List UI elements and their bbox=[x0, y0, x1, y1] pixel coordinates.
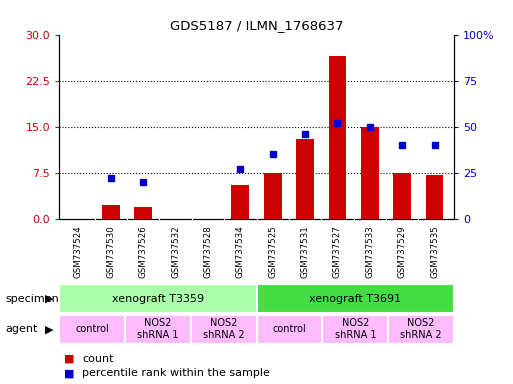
Text: control: control bbox=[75, 324, 109, 334]
Text: GSM737530: GSM737530 bbox=[106, 225, 115, 278]
Text: NOS2
shRNA 2: NOS2 shRNA 2 bbox=[400, 318, 442, 340]
Bar bbox=[361, 127, 379, 219]
Bar bbox=[393, 173, 411, 219]
Bar bbox=[264, 173, 282, 219]
Text: count: count bbox=[82, 354, 113, 364]
Bar bbox=[388, 315, 454, 344]
Text: GSM737528: GSM737528 bbox=[204, 225, 212, 278]
Text: GSM737525: GSM737525 bbox=[268, 225, 277, 278]
Text: NOS2
shRNA 2: NOS2 shRNA 2 bbox=[203, 318, 244, 340]
Bar bbox=[256, 315, 322, 344]
Text: GSM737533: GSM737533 bbox=[365, 225, 374, 278]
Bar bbox=[134, 207, 152, 219]
Text: NOS2
shRNA 1: NOS2 shRNA 1 bbox=[137, 318, 179, 340]
Text: ■: ■ bbox=[64, 368, 74, 378]
Text: GSM737524: GSM737524 bbox=[74, 225, 83, 278]
Bar bbox=[59, 315, 125, 344]
Text: GSM737535: GSM737535 bbox=[430, 225, 439, 278]
Text: GSM737527: GSM737527 bbox=[333, 225, 342, 278]
Bar bbox=[125, 315, 191, 344]
Bar bbox=[322, 315, 388, 344]
Text: GSM737529: GSM737529 bbox=[398, 225, 407, 278]
Text: ▶: ▶ bbox=[45, 324, 53, 334]
Text: NOS2
shRNA 1: NOS2 shRNA 1 bbox=[334, 318, 376, 340]
Bar bbox=[426, 175, 443, 219]
Bar bbox=[231, 185, 249, 219]
Text: GSM737526: GSM737526 bbox=[139, 225, 148, 278]
Text: agent: agent bbox=[5, 324, 37, 334]
Text: ▶: ▶ bbox=[45, 293, 53, 304]
Text: GSM737532: GSM737532 bbox=[171, 225, 180, 278]
Bar bbox=[328, 56, 346, 219]
Title: GDS5187 / ILMN_1768637: GDS5187 / ILMN_1768637 bbox=[170, 19, 343, 32]
Text: percentile rank within the sample: percentile rank within the sample bbox=[82, 368, 270, 378]
Text: GSM737534: GSM737534 bbox=[236, 225, 245, 278]
Text: ■: ■ bbox=[64, 354, 74, 364]
Text: specimen: specimen bbox=[5, 293, 59, 304]
Bar bbox=[59, 284, 256, 313]
Bar bbox=[296, 139, 314, 219]
Text: control: control bbox=[272, 324, 306, 334]
Bar bbox=[102, 205, 120, 219]
Bar bbox=[256, 284, 454, 313]
Text: GSM737531: GSM737531 bbox=[301, 225, 309, 278]
Text: xenograft T3691: xenograft T3691 bbox=[309, 293, 401, 304]
Text: xenograft T3359: xenograft T3359 bbox=[112, 293, 204, 304]
Bar bbox=[191, 315, 256, 344]
